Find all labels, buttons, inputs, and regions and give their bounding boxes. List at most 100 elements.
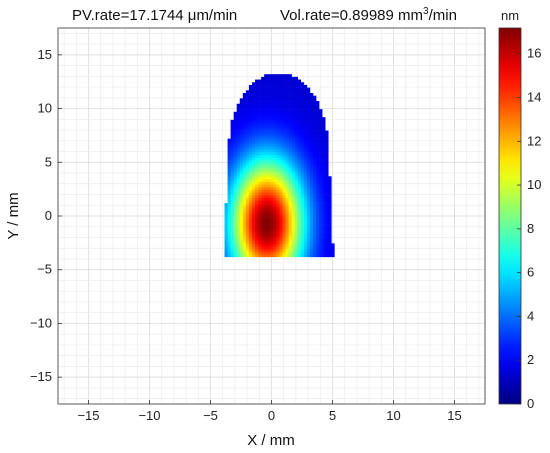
heatmap-cell — [236, 141, 241, 145]
heatmap-cell — [227, 146, 231, 150]
heatmap-cell — [273, 92, 277, 96]
heatmap-cell — [309, 221, 314, 225]
heatmap-cell — [276, 95, 280, 99]
heatmap-cell — [297, 92, 302, 96]
heatmap-cell — [325, 168, 329, 172]
heatmap-cell — [322, 135, 326, 139]
heatmap-cell — [239, 213, 244, 217]
heatmap-cell — [267, 248, 271, 252]
heatmap-cell — [264, 138, 268, 142]
heatmap-cell — [255, 157, 259, 161]
heatmap-cell — [236, 127, 241, 131]
heatmap-cell — [251, 135, 256, 139]
heatmap-cell — [261, 82, 265, 86]
heatmap-cell — [288, 251, 292, 255]
heatmap-cell — [264, 181, 268, 185]
heatmap-cell — [288, 240, 292, 244]
heatmap-cell — [264, 84, 268, 88]
heatmap-cell — [319, 141, 323, 145]
heatmap-cell — [264, 189, 268, 193]
heatmap-cell — [282, 195, 286, 199]
heatmap-cell — [227, 229, 231, 233]
heatmap-cell — [239, 232, 244, 236]
heatmap-cell — [316, 238, 320, 242]
heatmap-cell — [242, 251, 247, 255]
heatmap-cell — [245, 90, 250, 94]
heatmap-cell — [255, 216, 259, 220]
heatmap-cell — [309, 138, 314, 142]
heatmap-cell — [319, 178, 323, 182]
heatmap-cell — [261, 130, 265, 134]
heatmap-cell — [285, 122, 289, 126]
heatmap-cell — [288, 119, 292, 123]
title-vol-rate-unit: /min — [429, 7, 457, 24]
heatmap-cell — [276, 216, 280, 220]
heatmap-cell — [264, 87, 268, 91]
heatmap-cell — [245, 154, 250, 158]
heatmap-cell — [245, 178, 250, 182]
heatmap-cell — [309, 146, 314, 150]
heatmap-cell — [291, 162, 295, 166]
heatmap-cell — [267, 229, 271, 233]
heatmap-cell — [303, 243, 308, 247]
heatmap-cell — [273, 189, 277, 193]
heatmap-cell — [264, 144, 268, 148]
heatmap-cell — [270, 203, 274, 207]
heatmap-cell — [236, 227, 241, 231]
heatmap-cell — [267, 251, 271, 255]
heatmap-cell — [300, 254, 305, 258]
heatmap-cell — [279, 119, 283, 123]
heatmap-cell — [316, 224, 320, 228]
heatmap-cell — [264, 162, 268, 166]
heatmap-cell — [285, 176, 289, 180]
heatmap-cell — [306, 221, 311, 225]
heatmap-cell — [300, 84, 305, 88]
heatmap-cell — [261, 157, 265, 161]
heatmap-cell — [282, 138, 286, 142]
heatmap-cell — [242, 213, 247, 217]
heatmap-cell — [279, 95, 283, 99]
heatmap-cell — [258, 138, 262, 142]
heatmap-cell — [255, 213, 259, 217]
heatmap-cell — [270, 160, 274, 164]
heatmap-cell — [285, 74, 289, 78]
heatmap-cell — [297, 192, 302, 196]
heatmap-cell — [242, 144, 247, 148]
heatmap-cell — [255, 160, 259, 164]
heatmap-cell — [276, 165, 280, 169]
heatmap-cell — [303, 130, 308, 134]
heatmap-cell — [279, 87, 283, 91]
heatmap-cell — [276, 162, 280, 166]
heatmap-cell — [261, 216, 265, 220]
heatmap-cell — [322, 224, 326, 228]
heatmap-cell — [328, 251, 332, 255]
heatmap-cell — [312, 200, 317, 204]
heatmap-cell — [261, 117, 265, 121]
heatmap-cell — [306, 90, 311, 94]
heatmap-cell — [270, 189, 274, 193]
heatmap-cell — [233, 251, 238, 255]
heatmap-cell — [233, 235, 238, 239]
heatmap-cell — [297, 90, 302, 94]
heatmap-cell — [312, 168, 317, 172]
heatmap-cell — [261, 197, 265, 201]
heatmap-cell — [273, 122, 277, 126]
heatmap-cell — [312, 195, 317, 199]
heatmap-cell — [270, 125, 274, 129]
heatmap-cell — [264, 219, 268, 223]
heatmap-cell — [251, 117, 256, 121]
heatmap-cell — [285, 144, 289, 148]
heatmap-cell — [264, 184, 268, 188]
heatmap-cell — [322, 189, 326, 193]
heatmap-cell — [273, 144, 277, 148]
heatmap-cell — [273, 243, 277, 247]
heatmap-cell — [303, 95, 308, 99]
heatmap-cell — [309, 235, 314, 239]
heatmap-cell — [276, 138, 280, 142]
heatmap-cell — [270, 216, 274, 220]
heatmap-cell — [236, 152, 241, 156]
heatmap-cell — [294, 240, 299, 244]
heatmap-cell — [251, 181, 256, 185]
heatmap-cell — [279, 248, 283, 252]
heatmap-cell — [279, 162, 283, 166]
